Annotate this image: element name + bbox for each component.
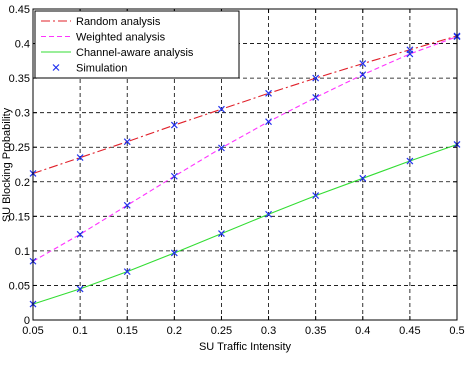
simulation-point (359, 60, 367, 68)
x-tick-label: 0.45 (399, 325, 420, 337)
y-axis-label: SU Blocking Probability (1, 107, 13, 222)
simulation-point (265, 118, 272, 126)
x-tick-label: 0.5 (449, 325, 464, 337)
y-tick-label: 0.35 (9, 73, 30, 85)
y-tick-label: 0.05 (9, 280, 30, 292)
simulation-point (218, 230, 225, 238)
y-tick-label: 0 (24, 315, 30, 327)
y-tick-label: 0.2 (15, 177, 30, 189)
y-tick-label: 0.45 (9, 4, 30, 16)
legend-label: Channel-aware analysis (76, 47, 194, 59)
legend-box (34, 10, 240, 79)
simulation-point (312, 94, 320, 101)
simulation-point (406, 157, 414, 165)
simulation-point (359, 71, 367, 79)
series-line-3 (32, 143, 458, 305)
series-layer (32, 35, 458, 305)
y-tick-label: 0.25 (9, 142, 30, 154)
legend-entry: Simulation (52, 63, 127, 75)
series-line-1 (32, 35, 458, 175)
legend-marker (52, 64, 60, 71)
legend-label: Weighted analysis (76, 32, 166, 44)
y-tick-label: 0.1 (15, 246, 30, 258)
simulation-point (265, 89, 272, 97)
plot-frame (32, 8, 458, 321)
simulation-point (406, 50, 414, 58)
simulation-point (123, 201, 131, 209)
y-tick-label: 0.15 (9, 211, 30, 223)
x-tick-label: 0.25 (211, 325, 232, 337)
legend-label: Simulation (76, 63, 127, 75)
x-tick-label: 0.05 (22, 325, 43, 337)
simulation-point (359, 174, 367, 182)
x-tick-label: 0.4 (355, 325, 370, 337)
simulation-point (123, 138, 131, 146)
legend-entry: Weighted analysis (41, 32, 166, 44)
y-tick-label: 0.4 (15, 39, 30, 51)
series-line-2 (32, 36, 458, 262)
legend-entry: Channel-aware analysis (41, 47, 194, 59)
x-tick-label: 0.2 (167, 325, 182, 337)
simulation-point (76, 285, 84, 293)
x-tick-label: 0.3 (261, 325, 276, 337)
x-axis-label: SU Traffic Intensity (199, 341, 292, 353)
simulation-point (123, 268, 131, 276)
x-tick-label: 0.35 (305, 325, 326, 337)
y-tick-label: 0.3 (15, 108, 30, 120)
simulation-point (170, 249, 178, 257)
legend-entry: Random analysis (41, 16, 161, 28)
simulation-point (170, 172, 178, 180)
simulation-point (218, 144, 225, 152)
simulation-point (218, 105, 225, 113)
legend: Random analysis Weighted analysis Channel-… (34, 10, 240, 79)
simulation-point (76, 230, 84, 238)
simulation-point (312, 74, 320, 82)
x-tick-label: 0.1 (72, 325, 87, 337)
simulation-point (265, 210, 272, 218)
simulation-point (312, 192, 320, 200)
ticks: 0.05 0.1 0.15 0.2 0.25 0.3 0.35 0.4 0.45 0.500.05… (9, 4, 465, 337)
simulation-point (76, 154, 84, 162)
simulation-point (170, 121, 178, 129)
legend-label: Random analysis (76, 16, 161, 28)
x-tick-label: 0.15 (117, 325, 138, 337)
